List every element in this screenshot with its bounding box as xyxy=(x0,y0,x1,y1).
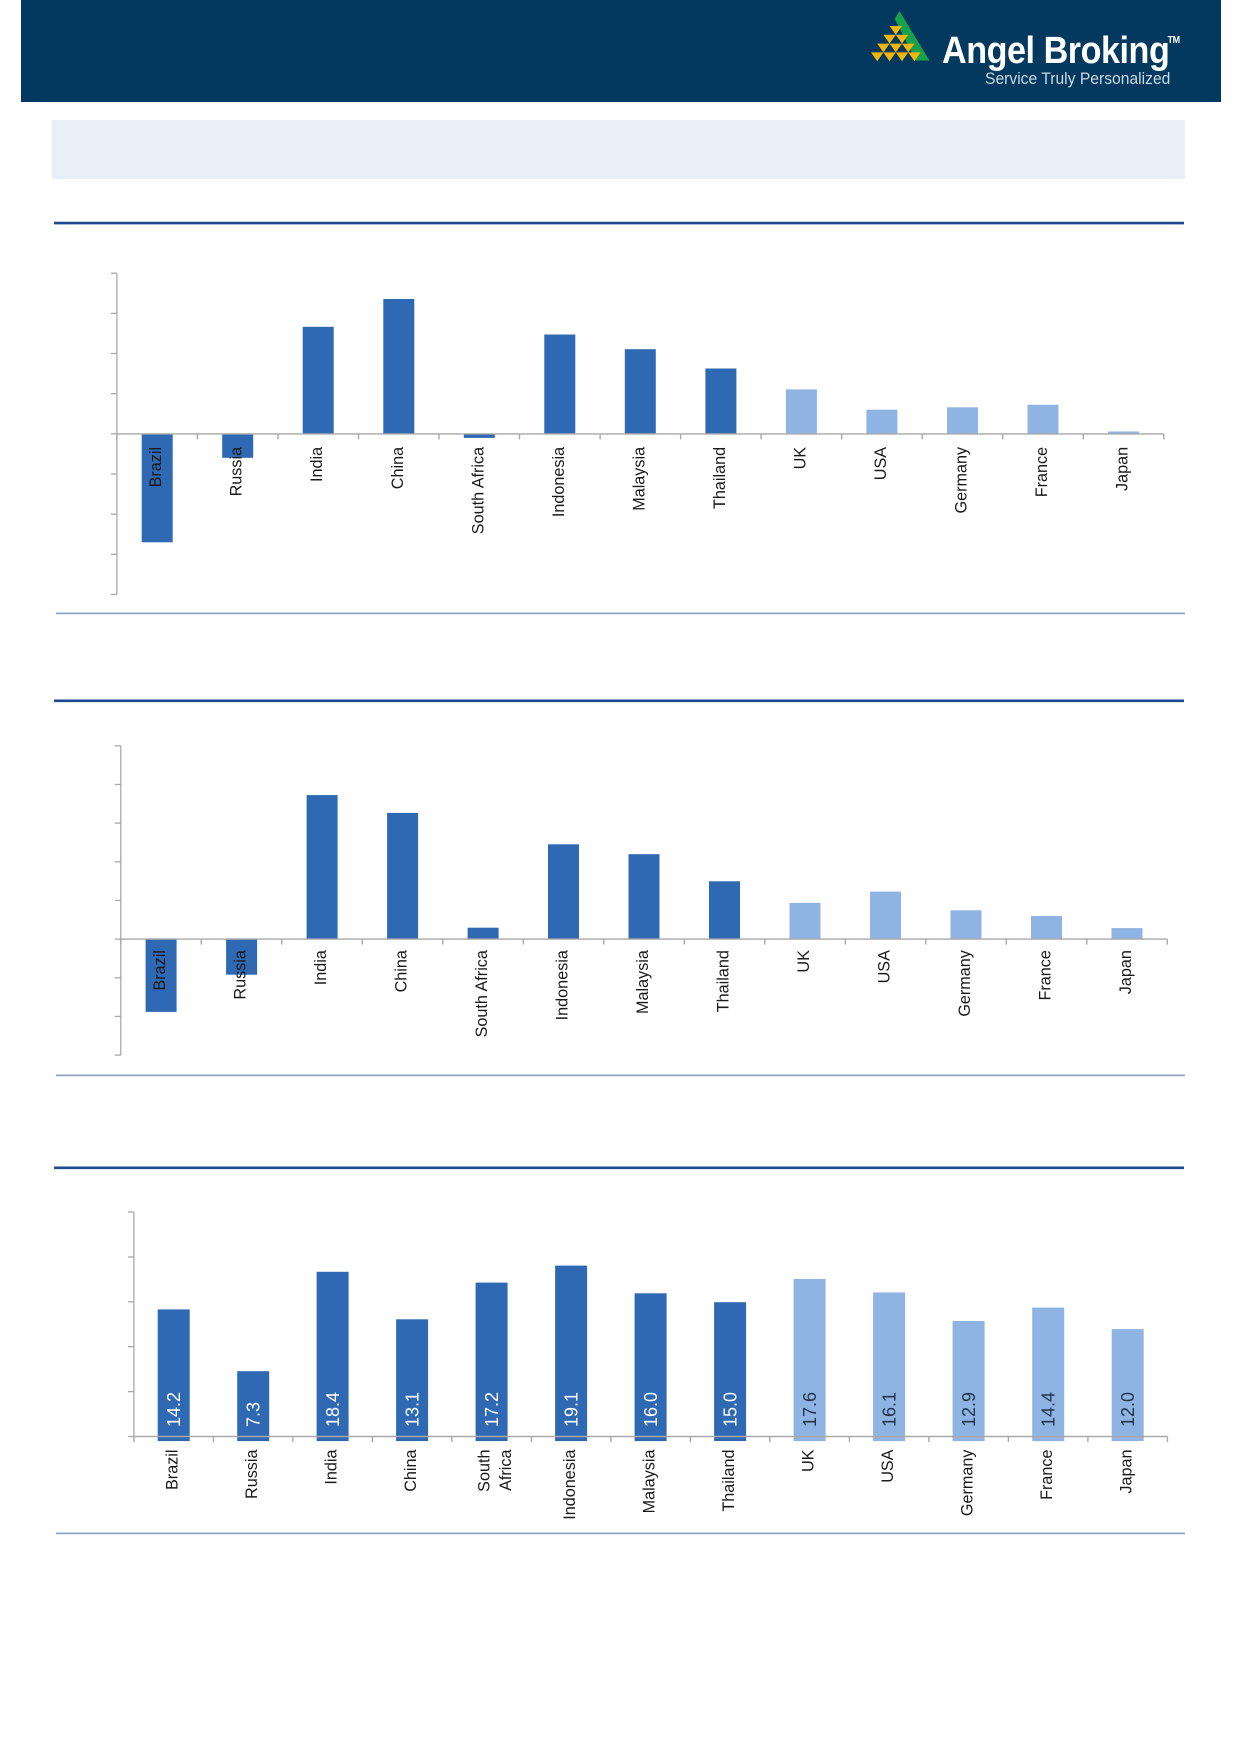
svg-text:Malaysia: Malaysia xyxy=(641,1450,659,1514)
svg-text:South Africa: South Africa xyxy=(473,950,491,1037)
svg-text:China: China xyxy=(393,950,411,992)
svg-text:Africa: Africa xyxy=(497,1450,515,1491)
svg-text:China: China xyxy=(389,447,407,489)
svg-text:Thailand: Thailand xyxy=(711,447,729,509)
svg-text:Thailand: Thailand xyxy=(715,950,733,1012)
svg-text:7.3: 7.3 xyxy=(244,1402,264,1427)
svg-text:Russia: Russia xyxy=(228,447,246,496)
svg-text:India: India xyxy=(323,1450,341,1485)
svg-text:USA: USA xyxy=(879,1449,897,1482)
svg-text:Japan: Japan xyxy=(1118,1450,1136,1494)
svg-text:14.4: 14.4 xyxy=(1039,1392,1059,1427)
svg-text:India: India xyxy=(312,950,330,985)
svg-text:Germany: Germany xyxy=(956,949,974,1016)
svg-text:France: France xyxy=(1038,1450,1056,1500)
svg-text:USA: USA xyxy=(876,950,894,983)
svg-text:15.0: 15.0 xyxy=(721,1392,741,1427)
svg-text:Indonesia: Indonesia xyxy=(550,447,568,517)
svg-text:18.4: 18.4 xyxy=(323,1392,343,1427)
svg-text:South Africa: South Africa xyxy=(469,447,487,534)
svg-text:Japan: Japan xyxy=(1117,950,1135,994)
svg-text:South: South xyxy=(476,1450,494,1492)
svg-text:Malaysia: Malaysia xyxy=(634,950,652,1014)
svg-text:Germany: Germany xyxy=(953,446,971,513)
svg-text:UK: UK xyxy=(800,1449,818,1472)
svg-text:UK: UK xyxy=(791,447,809,470)
svg-text:Brazil: Brazil xyxy=(151,950,169,990)
svg-text:Thailand: Thailand xyxy=(720,1450,738,1512)
svg-text:Russia: Russia xyxy=(232,950,250,999)
svg-text:China: China xyxy=(402,1450,420,1492)
svg-text:16.1: 16.1 xyxy=(880,1392,900,1427)
svg-text:India: India xyxy=(308,447,326,482)
svg-text:19.1: 19.1 xyxy=(562,1392,582,1427)
svg-text:12.0: 12.0 xyxy=(1118,1392,1138,1427)
svg-text:Russia: Russia xyxy=(243,1450,261,1499)
svg-text:Indonesia: Indonesia xyxy=(554,950,572,1020)
svg-text:17.6: 17.6 xyxy=(800,1392,820,1427)
svg-text:Brazil: Brazil xyxy=(164,1450,182,1490)
svg-text:Japan: Japan xyxy=(1114,447,1132,491)
svg-text:16.0: 16.0 xyxy=(641,1392,661,1427)
svg-text:13.1: 13.1 xyxy=(403,1392,423,1427)
svg-text:France: France xyxy=(1037,950,1055,1000)
svg-text:France: France xyxy=(1033,447,1051,497)
svg-text:12.9: 12.9 xyxy=(959,1392,979,1427)
svg-text:14.2: 14.2 xyxy=(164,1392,184,1427)
svg-text:Indonesia: Indonesia xyxy=(561,1450,579,1520)
svg-text:Germany: Germany xyxy=(959,1449,977,1516)
svg-text:Malaysia: Malaysia xyxy=(630,447,648,511)
svg-text:17.2: 17.2 xyxy=(482,1392,502,1427)
svg-text:USA: USA xyxy=(872,447,890,480)
svg-text:UK: UK xyxy=(795,950,813,973)
svg-text:Brazil: Brazil xyxy=(147,447,165,487)
